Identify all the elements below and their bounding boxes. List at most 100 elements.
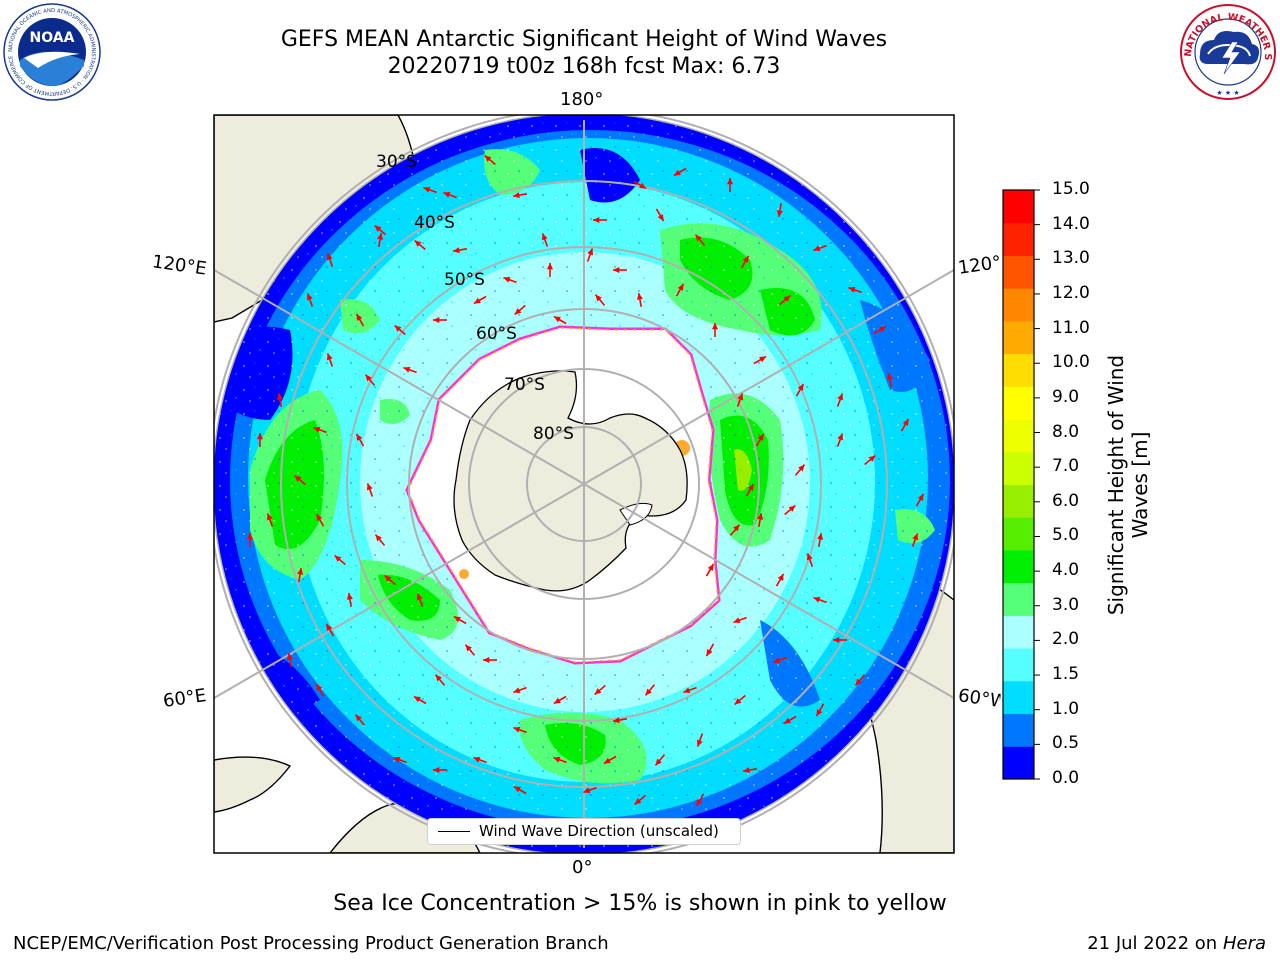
lat-label-60s: 60°S xyxy=(476,324,517,344)
direction-arrow-head xyxy=(374,225,382,232)
direction-arrow-head xyxy=(837,393,844,401)
direction-arrow-head xyxy=(553,756,561,763)
direction-arrow-head xyxy=(683,687,691,694)
direction-arrow-head xyxy=(912,533,919,541)
footer-branch: NCEP/EMC/Verification Post Processing Pr… xyxy=(13,933,609,954)
footer-date-text: 21 Jul 2022 on xyxy=(1087,933,1223,954)
nws-logo: NATIONAL WEATHER SERVICE ★ ★ ★ xyxy=(1178,2,1276,100)
colorbar-segment xyxy=(1003,746,1034,780)
direction-arrow-head xyxy=(553,316,561,323)
direction-arrow-head xyxy=(393,756,401,763)
colorbar-segment xyxy=(1003,549,1034,584)
direction-arrow-head xyxy=(798,464,805,472)
map-frame xyxy=(213,114,955,854)
direction-arrow-head xyxy=(833,636,840,644)
direction-arrow-head xyxy=(734,698,742,705)
direction-arrow-head xyxy=(783,295,791,302)
legend-label: Wind Wave Direction (unscaled) xyxy=(479,822,719,840)
direction-arrow-head xyxy=(443,191,451,198)
direction-arrow-head xyxy=(377,233,384,240)
colorbar-tick-label: 5.0 xyxy=(1052,525,1080,546)
direction-arrow-head xyxy=(776,210,783,217)
direction-arrow-head xyxy=(733,524,740,532)
colorbar-tick-label: 8.0 xyxy=(1052,421,1080,442)
wind-wave-arrows xyxy=(246,154,925,807)
direction-arrow-head xyxy=(636,293,643,300)
direction-arrow-head xyxy=(513,786,521,793)
direction-arrow-head xyxy=(868,455,876,462)
direction-arrow-head xyxy=(711,323,719,330)
direction-arrow-head xyxy=(306,293,313,301)
direction-arrow-head xyxy=(355,714,362,722)
direction-arrow-head xyxy=(594,688,602,695)
direction-arrow-head xyxy=(541,233,548,241)
direction-arrow-head xyxy=(593,216,600,224)
title-line-2: 20220719 t00z 168h fcst Max: 6.73 xyxy=(387,54,781,79)
direction-arrow-head xyxy=(276,393,283,400)
direction-arrow-head xyxy=(613,266,620,274)
direction-arrow-head xyxy=(695,234,702,242)
direction-arrow-head xyxy=(484,155,492,162)
title-line-1: GEFS MEAN Antarctic Significant Height o… xyxy=(280,27,888,52)
direction-arrow-head xyxy=(613,717,620,724)
direction-arrow-head xyxy=(453,616,461,623)
direction-arrow-head xyxy=(757,513,764,520)
direction-arrow-head xyxy=(797,383,804,391)
direction-arrow-head xyxy=(453,247,460,254)
direction-arrow-head xyxy=(788,505,796,512)
direction-arrow-head xyxy=(326,623,333,631)
colorbar-tick-label: 13.0 xyxy=(1052,248,1090,269)
lon-label-bottom: 0° xyxy=(572,857,593,878)
direction-arrow-head xyxy=(384,575,392,582)
direction-arrow-head xyxy=(595,294,602,302)
direction-arrow-head xyxy=(677,283,684,291)
colorbar xyxy=(1002,189,1040,780)
colorbar-tick-label: 0.5 xyxy=(1052,733,1080,754)
direction-arrow-head xyxy=(855,678,862,686)
colorbar-tick-label: 2.0 xyxy=(1052,629,1080,650)
direction-arrow-head xyxy=(413,696,421,703)
direction-arrow-head xyxy=(266,513,273,521)
direction-arrow-head xyxy=(313,426,321,433)
direction-arrow-head xyxy=(356,313,363,321)
direction-arrow-head xyxy=(316,683,323,691)
direction-arrow-head xyxy=(334,555,342,562)
colorbar-segment xyxy=(1003,582,1034,616)
direction-arrow-head xyxy=(742,255,749,263)
direction-arrow-head xyxy=(483,656,490,664)
direction-arrow-head xyxy=(696,799,703,807)
colorbar-segment xyxy=(1003,288,1034,322)
colorbar-tick-label: 14.0 xyxy=(1052,213,1090,234)
colorbar-tick-label: 1.0 xyxy=(1052,698,1080,719)
landmass-ne-corner xyxy=(798,115,954,200)
colorbar-segment xyxy=(1003,648,1034,682)
direction-arrow-head xyxy=(747,483,754,491)
colorbar-tick-label: 10.0 xyxy=(1052,352,1090,373)
direction-arrow-head xyxy=(902,418,909,426)
colorbar-tick-label: 3.0 xyxy=(1052,594,1080,615)
direction-arrow-head xyxy=(513,726,521,733)
colorbar-segment xyxy=(1003,713,1034,747)
colorbar-segment xyxy=(1003,320,1034,355)
direction-arrow-head xyxy=(634,798,642,805)
direction-arrow-head xyxy=(553,697,561,704)
direction-arrow-head xyxy=(513,687,521,694)
legend-line-sample xyxy=(438,831,470,832)
direction-arrow-head xyxy=(759,356,767,363)
colorbar-tick-label: 4.0 xyxy=(1052,560,1080,581)
lon-label-top: 180° xyxy=(560,89,604,110)
chart-title: GEFS MEAN Antarctic Significant Height o… xyxy=(184,26,984,80)
colorbar-segment xyxy=(1003,190,1034,224)
lat-label-80s: 80°S xyxy=(533,424,574,444)
direction-arrow-head xyxy=(326,353,333,361)
svg-text:★ ★ ★: ★ ★ ★ xyxy=(1216,89,1239,97)
direction-arrow-head xyxy=(503,276,511,283)
colorbar-tick-label: 12.0 xyxy=(1052,282,1090,303)
direction-arrow-head xyxy=(514,308,522,315)
direction-arrow-head xyxy=(886,373,893,380)
sea-ice-note: Sea Ice Concentration > 15% is shown in … xyxy=(333,891,947,916)
direction-arrow-head xyxy=(473,297,481,304)
direction-arrow-head xyxy=(246,533,254,540)
landmass-antarctica xyxy=(453,370,688,592)
